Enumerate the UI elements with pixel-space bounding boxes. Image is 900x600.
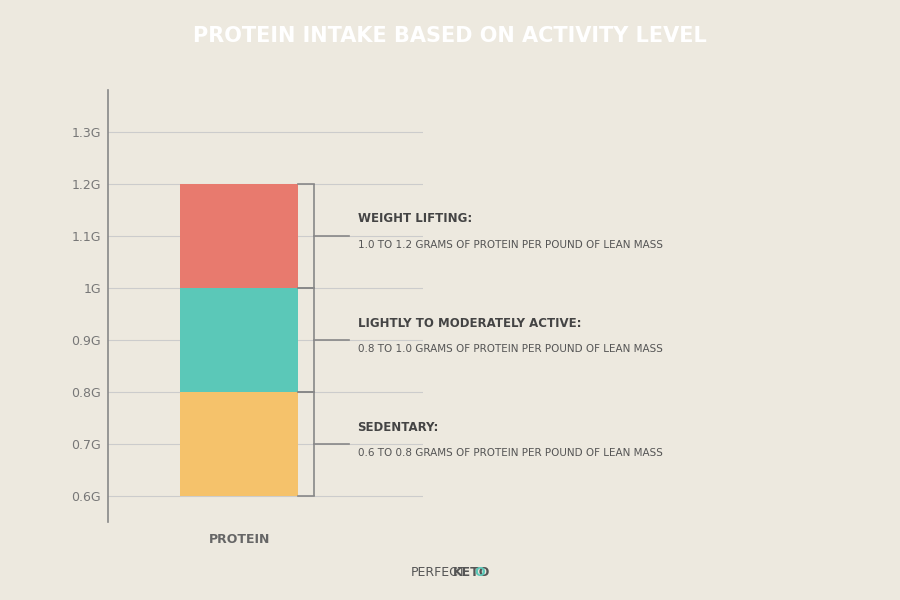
- Text: 0.6 TO 0.8 GRAMS OF PROTEIN PER POUND OF LEAN MASS: 0.6 TO 0.8 GRAMS OF PROTEIN PER POUND OF…: [357, 448, 662, 458]
- Text: PERFECT: PERFECT: [410, 566, 466, 580]
- Text: 0.8 TO 1.0 GRAMS OF PROTEIN PER POUND OF LEAN MASS: 0.8 TO 1.0 GRAMS OF PROTEIN PER POUND OF…: [357, 344, 662, 354]
- Text: O: O: [474, 566, 485, 580]
- Text: SEDENTARY:: SEDENTARY:: [357, 421, 439, 434]
- Text: PROTEIN INTAKE BASED ON ACTIVITY LEVEL: PROTEIN INTAKE BASED ON ACTIVITY LEVEL: [194, 26, 706, 46]
- Bar: [180, 288, 298, 392]
- Bar: [180, 184, 298, 288]
- Bar: [180, 392, 298, 496]
- Text: KETO: KETO: [453, 566, 490, 580]
- Text: 1.0 TO 1.2 GRAMS OF PROTEIN PER POUND OF LEAN MASS: 1.0 TO 1.2 GRAMS OF PROTEIN PER POUND OF…: [357, 240, 662, 250]
- Text: LIGHTLY TO MODERATELY ACTIVE:: LIGHTLY TO MODERATELY ACTIVE:: [357, 317, 581, 329]
- Text: WEIGHT LIFTING:: WEIGHT LIFTING:: [357, 212, 472, 226]
- Text: PERFECT  KET: PERFECT KET: [0, 599, 1, 600]
